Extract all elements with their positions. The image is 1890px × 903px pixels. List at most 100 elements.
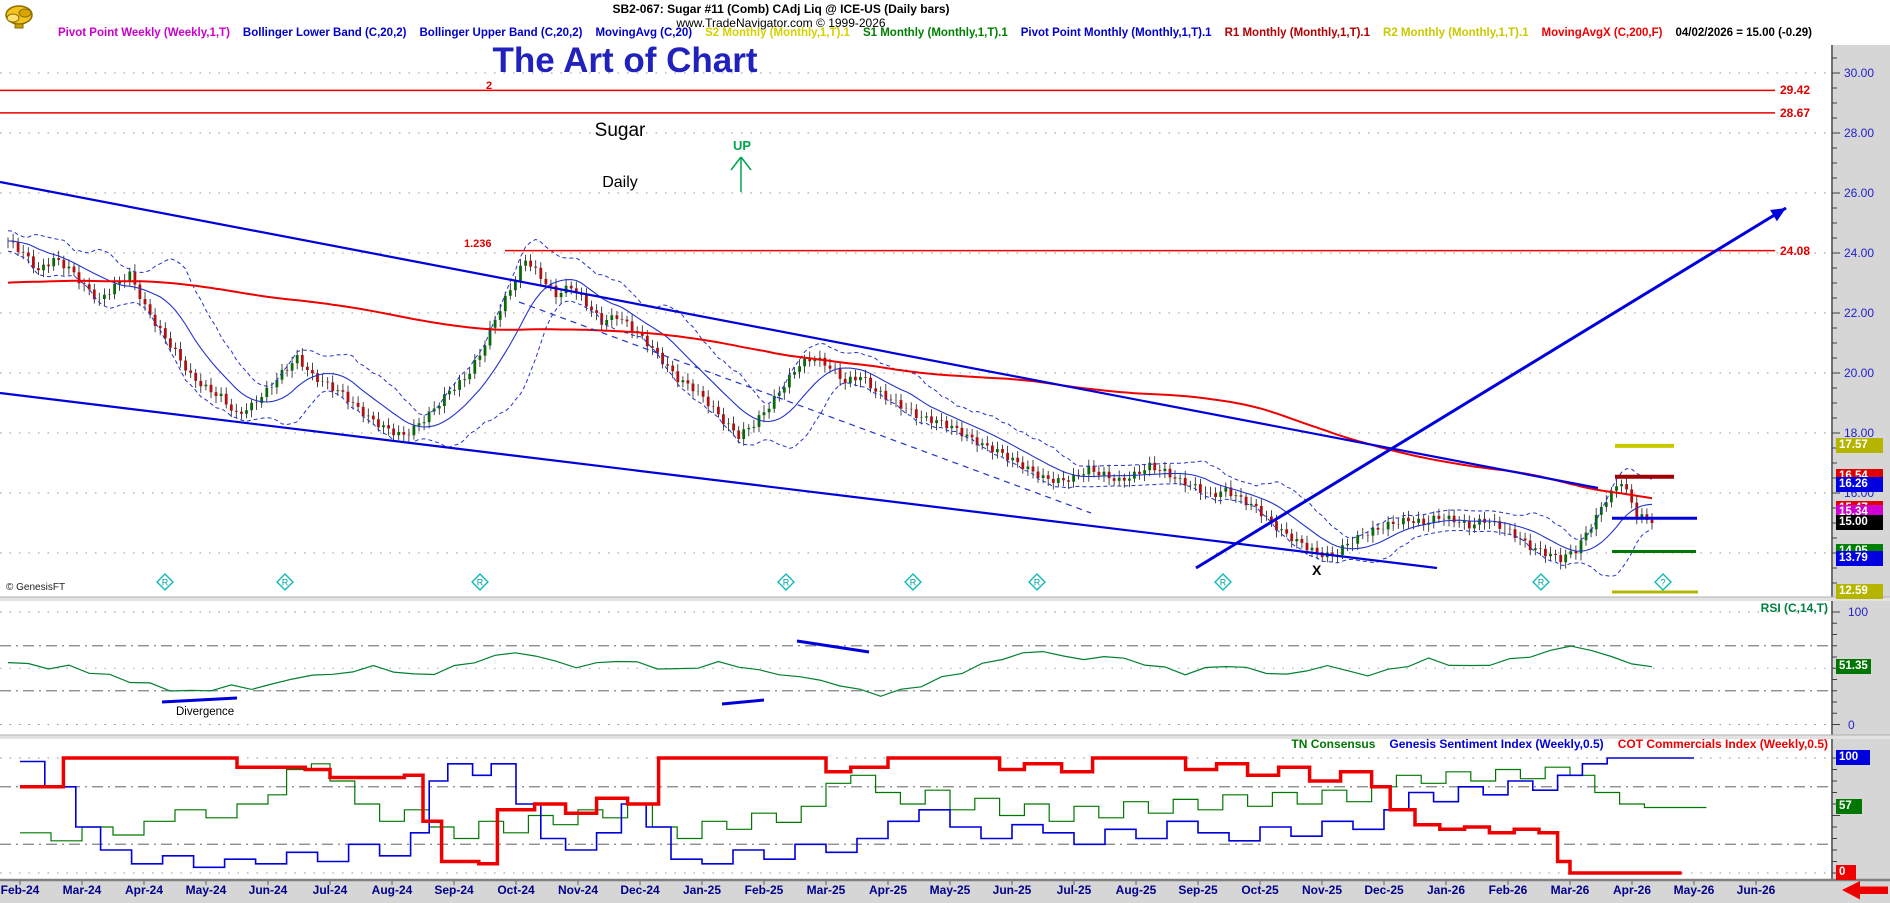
legend-item-5: S1 Monthly (Monthly,1,T).1 bbox=[862, 27, 1008, 39]
bollinger-upper-band-line bbox=[7, 230, 1653, 541]
panel-separator[interactable] bbox=[0, 735, 1890, 739]
uptrend-arrow-line[interactable] bbox=[1195, 206, 1787, 570]
candles-down bbox=[11, 241, 1654, 563]
price-box-15.00: 15.00 bbox=[1836, 515, 1883, 530]
price-box-12.59: 12.59 bbox=[1836, 584, 1883, 599]
bottom-value-box-100: 100 bbox=[1836, 750, 1870, 765]
price-tick-label: 28.00 bbox=[1844, 126, 1875, 140]
scroll-left-arrow[interactable] bbox=[1842, 881, 1888, 900]
watermark-title: The Art of Chart bbox=[492, 41, 758, 80]
date-label-Mar-26: Mar-26 bbox=[1550, 883, 1590, 897]
roll-marker-diamond: ? bbox=[1654, 573, 1672, 591]
date-label-May-24: May-24 bbox=[185, 883, 227, 897]
roll-marker-diamond: R bbox=[904, 573, 922, 591]
genesis-copyright: © GenesisFT bbox=[6, 582, 66, 593]
bottom-value-box-57: 57 bbox=[1836, 799, 1862, 815]
rsi-indicator-label: RSI (C,14,T) bbox=[1760, 601, 1828, 615]
date-label-Dec-24: Dec-24 bbox=[620, 883, 660, 897]
site-credit: www.TradeNavigator.com © 1999-2026 bbox=[676, 16, 886, 30]
legend-item-0: Pivot Point Weekly (Weekly,1,T) bbox=[58, 27, 230, 39]
roll-marker-diamond: R bbox=[471, 573, 489, 591]
legend-item-8: R2 Monthly (Monthly,1,T).1 bbox=[1383, 27, 1529, 39]
roll-marker-diamond: R bbox=[1028, 573, 1046, 591]
roll-marker-diamond: R bbox=[1214, 573, 1232, 591]
price-tick-label: 30.00 bbox=[1844, 66, 1875, 80]
date-label-Oct-24: Oct-24 bbox=[497, 883, 535, 897]
date-label-Nov-24: Nov-24 bbox=[557, 883, 599, 897]
price-box-13.79: 13.79 bbox=[1836, 551, 1883, 567]
chart-title: SB2-067: Sugar #11 (Comb) CAdj Liq @ ICE… bbox=[612, 2, 950, 16]
svg-text:R: R bbox=[910, 578, 917, 588]
candle-wicks bbox=[7, 233, 1653, 570]
bottom-legend-item-2: COT Commercials Index (Weekly,0.5) bbox=[1617, 737, 1828, 751]
roll-marker-diamond: R bbox=[1532, 573, 1550, 591]
step-series bbox=[20, 757, 1694, 869]
moving-avg-200-line bbox=[7, 279, 1653, 500]
date-label-Jun-24: Jun-24 bbox=[248, 883, 288, 897]
panel-separator[interactable] bbox=[0, 597, 1890, 601]
date-label-Aug-24: Aug-24 bbox=[371, 883, 413, 897]
bollinger-lower-band-line bbox=[7, 250, 1653, 578]
date-label-Oct-25: Oct-25 bbox=[1241, 883, 1279, 897]
date-label-Feb-26: Feb-26 bbox=[1488, 883, 1528, 897]
downtrend-lower-line[interactable] bbox=[0, 391, 1438, 570]
date-label-Jun-25: Jun-25 bbox=[992, 883, 1032, 897]
price-tick-label: 24.00 bbox=[1844, 246, 1875, 260]
price-box-17.57: 17.57 bbox=[1836, 437, 1883, 453]
bottom-legend-item-0: TN Consensus bbox=[1291, 737, 1376, 751]
downtrend-upper-line[interactable] bbox=[0, 180, 1599, 490]
date-label-Apr-26: Apr-26 bbox=[1612, 883, 1652, 897]
bottom-panel-legend: TN Consensus Genesis Sentiment Index (Wee… bbox=[1291, 737, 1828, 751]
rsi-divergence-line[interactable] bbox=[796, 639, 870, 654]
date-label-Sep-25: Sep-25 bbox=[1178, 883, 1218, 897]
date-label-Jan-25: Jan-25 bbox=[682, 883, 722, 897]
up-annotation: UP bbox=[732, 138, 752, 153]
uptrend-arrow-head bbox=[1770, 208, 1786, 222]
rsi-divergence-line[interactable] bbox=[721, 698, 765, 706]
rsi-line bbox=[7, 645, 1653, 697]
price-box-16.26: 16.26 bbox=[1836, 477, 1883, 493]
date-axis-strip[interactable] bbox=[0, 879, 1890, 903]
roll-marker-diamond: R bbox=[777, 573, 795, 591]
date-label-Apr-24: Apr-24 bbox=[124, 883, 164, 897]
price-tick-label: 22.00 bbox=[1844, 306, 1875, 320]
date-label-Jan-26: Jan-26 bbox=[1426, 883, 1466, 897]
legend-item-3: MovingAvg (C,20) bbox=[595, 27, 693, 39]
rsi-value-box: 51.35 bbox=[1836, 658, 1871, 674]
price-tick-label: 26.00 bbox=[1844, 186, 1875, 200]
svg-text:R: R bbox=[1034, 578, 1041, 588]
svg-text:R: R bbox=[1538, 578, 1545, 588]
svg-text:?: ? bbox=[1660, 578, 1665, 588]
legend-item-7: R1 Monthly (Monthly,1,T).1 bbox=[1224, 27, 1371, 39]
tradenavigator-logo-icon bbox=[5, 5, 33, 29]
date-label-May-26: May-26 bbox=[1673, 883, 1715, 897]
step-series bbox=[20, 756, 1682, 875]
fib-price-label: 29.42 bbox=[1780, 83, 1811, 98]
price-tick-label: 20.00 bbox=[1844, 366, 1875, 380]
date-label-Mar-24: Mar-24 bbox=[62, 883, 102, 897]
divergence-label: Divergence bbox=[176, 706, 235, 718]
rsi-divergence-line[interactable] bbox=[161, 696, 238, 704]
legend-item-2: Bollinger Upper Band (C,20,2) bbox=[419, 27, 583, 39]
date-label-Apr-25: Apr-25 bbox=[868, 883, 908, 897]
svg-text:R: R bbox=[282, 578, 289, 588]
fib-price-label: 28.67 bbox=[1780, 105, 1811, 120]
legend-item-9: MovingAvgX (C,200,F) bbox=[1541, 27, 1663, 39]
bottom-value-box-0: 0 bbox=[1836, 865, 1856, 880]
fib-level-1236-label: 1.236 bbox=[464, 238, 492, 250]
rsi-tick-100: 100 bbox=[1848, 605, 1869, 619]
price-axis-strip[interactable] bbox=[1832, 45, 1890, 879]
roll-marker-diamond: R bbox=[276, 573, 294, 591]
date-label-Nov-25: Nov-25 bbox=[1301, 883, 1343, 897]
svg-text:R: R bbox=[162, 578, 169, 588]
date-label-Dec-25: Dec-25 bbox=[1364, 883, 1404, 897]
fib-price-label: 24.08 bbox=[1780, 243, 1811, 258]
legend-item-6: Pivot Point Monthly (Monthly,1,T).1 bbox=[1020, 27, 1212, 39]
date-label-May-25: May-25 bbox=[929, 883, 971, 897]
legend-item-1: Bollinger Lower Band (C,20,2) bbox=[242, 27, 407, 39]
date-label-Feb-25: Feb-25 bbox=[744, 883, 784, 897]
fib-level-2-label: 2 bbox=[486, 80, 493, 92]
date-label-Aug-25: Aug-25 bbox=[1115, 883, 1157, 897]
dashed-trend-line[interactable] bbox=[518, 301, 1092, 514]
